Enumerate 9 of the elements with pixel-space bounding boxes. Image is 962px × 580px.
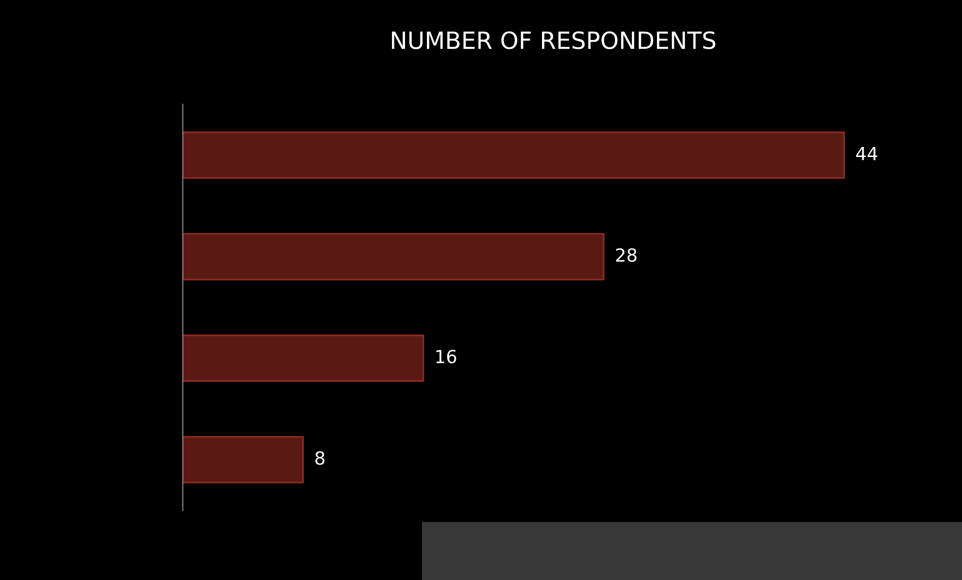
- bar: [182, 131, 845, 179]
- data-label: 8: [315, 451, 324, 465]
- chart-title: NUMBER OF RESPONDENTS: [392, 31, 716, 50]
- data-label: 16: [436, 350, 456, 364]
- data-label: 28: [616, 248, 637, 262]
- bar: [182, 334, 424, 382]
- bar: [182, 232, 604, 280]
- bar: [182, 436, 304, 484]
- data-label: 44: [856, 146, 878, 160]
